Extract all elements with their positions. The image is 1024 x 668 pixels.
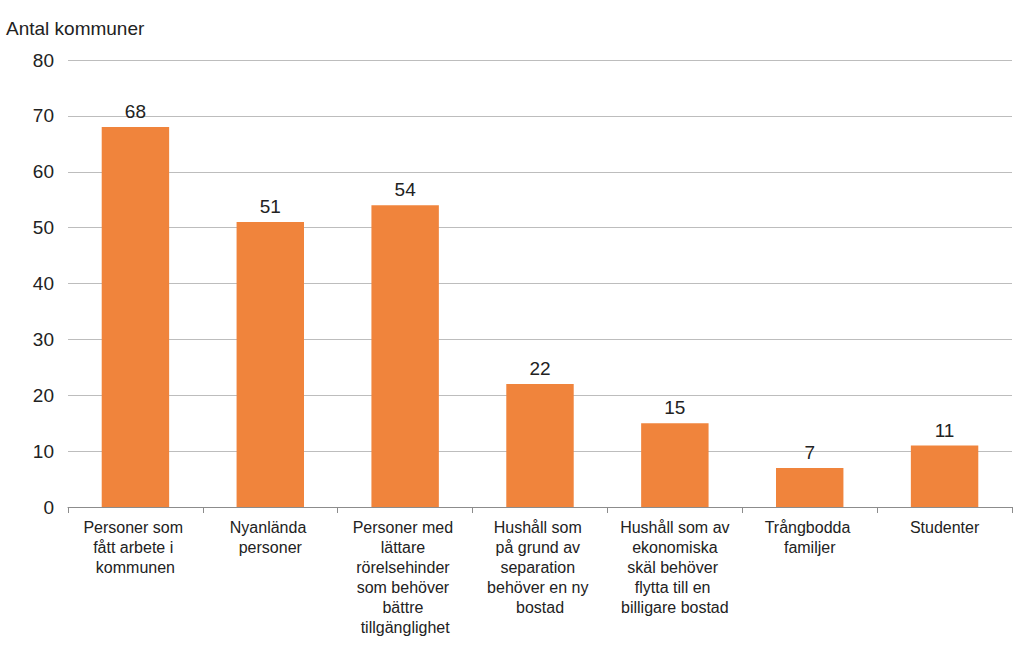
svg-text:51: 51 (260, 196, 281, 217)
svg-text:0: 0 (43, 497, 54, 518)
svg-text:11: 11 (935, 420, 955, 441)
svg-text:68: 68 (125, 101, 146, 122)
svg-text:flytta till en: flytta till en (635, 579, 715, 596)
svg-text:22: 22 (529, 358, 550, 379)
svg-text:54: 54 (395, 179, 417, 200)
svg-text:Personer som: Personer som (83, 519, 187, 536)
svg-text:30: 30 (33, 329, 54, 350)
svg-text:separation: separation (500, 559, 579, 576)
svg-text:personer: personer (239, 539, 303, 556)
svg-text:40: 40 (33, 273, 54, 294)
svg-text:7: 7 (804, 442, 815, 463)
svg-text:lättare: lättare (381, 539, 430, 556)
svg-text:Personer med: Personer med (353, 519, 458, 536)
svg-text:80: 80 (33, 50, 54, 71)
svg-text:kommunen: kommunen (96, 559, 175, 576)
svg-text:50: 50 (33, 217, 54, 238)
svg-text:som behöver: som behöver (357, 579, 454, 596)
svg-text:skäl behöver: skäl behöver (627, 559, 722, 576)
svg-text:Nyanlända: Nyanlända (230, 519, 311, 536)
svg-text:på grund av: på grund av (496, 539, 585, 556)
svg-text:bättre: bättre (382, 599, 427, 616)
svg-text:Trångbodda: Trångbodda (765, 519, 855, 536)
svg-text:Hushåll som: Hushåll som (494, 519, 586, 536)
svg-text:Antal kommuner: Antal kommuner (6, 18, 145, 39)
svg-text:60: 60 (33, 161, 54, 182)
svg-text:15: 15 (664, 397, 685, 418)
svg-text:ekonomiska: ekonomiska (628, 539, 722, 556)
svg-text:fått arbete i: fått arbete i (93, 539, 178, 556)
svg-text:bostad: bostad (516, 599, 564, 616)
svg-text:Studenter: Studenter (910, 519, 980, 536)
svg-text:Hushåll som av: Hushåll som av (620, 519, 729, 536)
svg-text:familjer: familjer (784, 539, 836, 556)
svg-text:rörelsehinder: rörelsehinder (356, 559, 454, 576)
svg-text:70: 70 (33, 105, 54, 126)
svg-text:20: 20 (33, 385, 54, 406)
svg-text:behöver en ny: behöver en ny (487, 579, 593, 596)
svg-text:10: 10 (33, 441, 54, 462)
svg-text:tillgänglighet: tillgänglighet (361, 619, 451, 636)
svg-text:billigare bostad: billigare bostad (621, 599, 729, 616)
